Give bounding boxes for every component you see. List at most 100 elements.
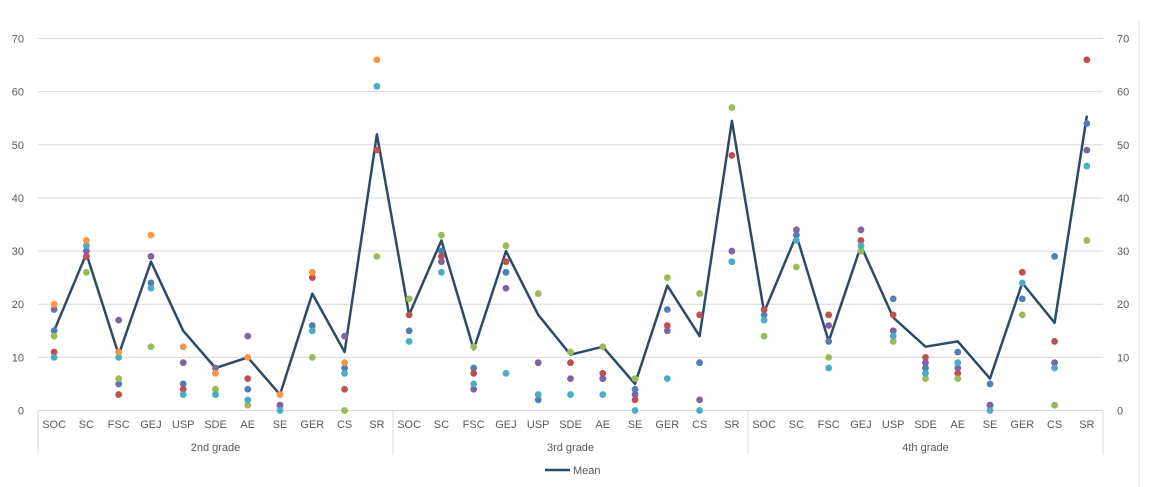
data-point [631,391,639,398]
data-point [599,369,607,377]
y-tick-label-left: 40 [12,193,24,205]
x-tick-label: CS [1047,419,1062,431]
data-point [793,237,800,244]
data-point [438,252,445,260]
x-tick-label: FSC [818,419,840,431]
data-point [534,290,542,297]
data-point [728,152,736,159]
data-point [212,369,219,377]
data-point [986,380,994,388]
data-point [534,359,542,367]
legend-label: Mean [573,465,601,477]
data-point [470,380,478,388]
data-point [308,268,316,276]
data-point [341,385,348,393]
y-tick-label-left: 50 [12,140,24,152]
data-point [373,146,381,154]
data-point [631,396,639,404]
data-point [663,327,671,335]
y-tick-label-right: 50 [1117,140,1129,152]
data-point [341,364,348,372]
data-point [760,311,768,319]
data-point [502,284,510,292]
data-point [793,263,800,271]
x-tick-label: SDE [204,419,227,431]
data-point [889,311,897,319]
x-tick-label: SOC [752,419,776,431]
data-point [760,306,768,313]
x-tick-label: SC [434,419,449,431]
data-point [889,327,897,335]
data-point [1083,120,1091,127]
data-point [308,274,316,282]
data-point [954,348,962,356]
x-tick-label: SR [1079,419,1094,431]
x-tick-label: CS [337,419,352,431]
x-tick-label: AE [950,419,965,431]
data-point [244,375,252,383]
data-point [1018,311,1026,319]
data-point [825,364,833,372]
x-tick-label: AE [595,419,610,431]
data-point [276,391,284,398]
data-point [663,375,671,383]
data-point [857,237,865,244]
data-point [663,306,671,313]
y-tick-label-right: 60 [1117,87,1129,99]
x-tick-label: SOC [42,419,66,431]
x-tick-label: SE [273,419,288,431]
data-point [986,407,994,414]
data-point [1051,401,1058,409]
data-point [244,396,252,404]
data-point [244,385,252,393]
data-point [567,375,574,383]
x-tick-label: AE [240,419,255,431]
data-point [438,247,445,255]
data-point [567,391,574,398]
x-tick-label: USP [882,419,905,431]
data-point [922,375,929,383]
data-point [922,359,929,367]
data-point [922,364,929,372]
data-point [83,237,90,244]
data-point [276,401,284,409]
data-point [341,407,348,414]
data-point [922,369,929,377]
data-point [696,407,703,414]
y-tick-label-right: 30 [1117,246,1129,258]
data-point [212,364,219,372]
data-point [696,311,703,319]
data-point [631,375,639,383]
data-point [760,316,768,324]
data-point [696,290,703,297]
y-tick-label-right: 40 [1117,193,1129,205]
data-point [244,353,252,361]
data-point [793,231,800,239]
data-point [50,353,58,361]
y-tick-label-left: 20 [12,299,24,311]
data-point [147,279,155,287]
x-tick-label: SC [79,419,94,431]
data-point [115,391,123,398]
data-point [889,332,897,340]
data-point [599,343,607,351]
data-point [83,242,90,250]
data-point [373,82,381,90]
data-point [631,385,639,393]
data-point [179,343,187,351]
data-point [212,385,219,393]
x-tick-label: SDE [914,419,937,431]
data-point [1083,146,1091,154]
data-point [857,226,865,234]
data-point [147,252,155,260]
group-label: 3rd grade [547,442,594,454]
data-point [1051,359,1058,367]
data-point [1083,162,1091,170]
data-point [373,252,381,260]
data-point [986,401,994,409]
data-point [825,338,833,345]
x-tick-label: SOC [397,419,421,431]
data-point [50,300,58,308]
data-point [276,407,284,414]
